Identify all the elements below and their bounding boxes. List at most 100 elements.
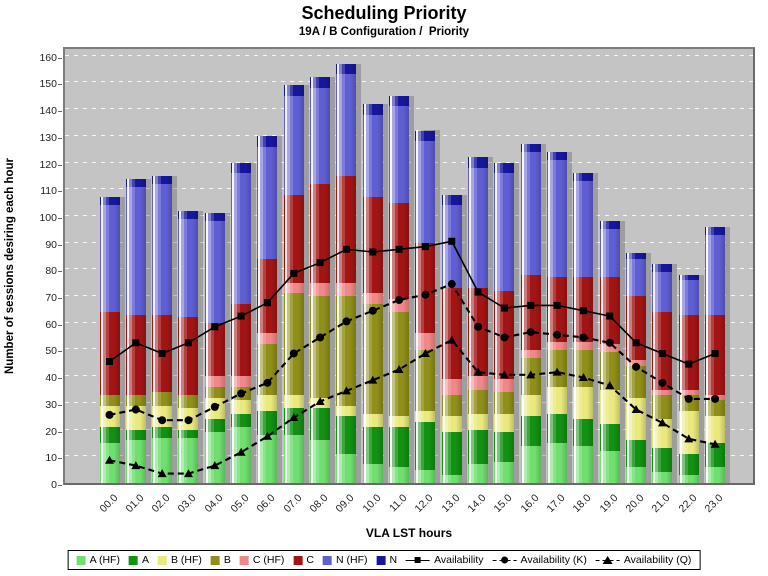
gridline-150	[65, 81, 753, 83]
segment-c-09.0	[336, 175, 357, 283]
segment-c-02.0	[152, 314, 173, 393]
segment-nhf-08.0	[310, 87, 331, 184]
segment-chf-07.0	[283, 282, 304, 294]
segment-b-10.0	[362, 304, 383, 414]
segment-c-06.0	[257, 258, 278, 334]
legend-label: C (HF)	[252, 554, 285, 566]
segment-ahf-03.0	[178, 437, 199, 483]
segment-b-14.0	[468, 389, 489, 414]
segment-n-00.0	[99, 197, 120, 206]
segment-c-13.0	[441, 288, 462, 379]
segment-bhf-20.0	[626, 397, 647, 441]
legend-item-availabilityq: Availability (Q)	[595, 554, 691, 566]
y-tick-label: 110	[40, 185, 57, 198]
segment-a-23.0	[705, 442, 726, 467]
segment-a-18.0	[573, 418, 594, 446]
segment-n-07.0	[283, 85, 304, 96]
bar-stack-08.0	[310, 77, 331, 483]
bar-stack-18.0	[573, 173, 594, 483]
segment-n-23.0	[705, 226, 726, 235]
segment-b-02.0	[152, 392, 173, 406]
segment-ahf-19.0	[599, 450, 620, 483]
segment-c-16.0	[520, 274, 541, 350]
segment-a-04.0	[204, 418, 225, 433]
y-tick-label: 120	[39, 158, 57, 171]
y-tick-mark	[58, 191, 62, 193]
y-tick-label: 100	[39, 211, 57, 224]
segment-c-22.0	[678, 314, 699, 390]
segment-b-22.0	[678, 394, 699, 411]
segment-chf-05.0	[231, 376, 252, 387]
legend-label: C	[306, 554, 315, 566]
segment-bhf-16.0	[520, 394, 541, 417]
segment-bhf-01.0	[125, 405, 146, 430]
segment-ahf-00.0	[99, 442, 120, 483]
segment-nhf-00.0	[99, 205, 120, 313]
segment-ahf-15.0	[494, 461, 515, 483]
segment-chf-14.0	[468, 376, 489, 390]
y-tick-label: 80	[45, 265, 57, 278]
segment-c-04.0	[204, 322, 225, 377]
segment-ahf-08.0	[310, 440, 331, 483]
segment-chf-17.0	[547, 341, 568, 350]
y-tick-label: 30	[45, 398, 57, 411]
bar-stack-20.0	[626, 253, 647, 483]
segment-nhf-02.0	[152, 183, 173, 315]
segment-chf-09.0	[336, 282, 357, 297]
segment-b-15.0	[494, 392, 515, 414]
segment-ahf-10.0	[362, 464, 383, 483]
y-axis-label: Number of sessions desiring each hour	[4, 158, 16, 374]
segment-a-00.0	[99, 426, 120, 443]
bar-stack-14.0	[468, 157, 489, 483]
segment-chf-04.0	[204, 376, 225, 387]
x-axis-label: VLA LST hours	[365, 526, 453, 540]
circle-marker-icon	[492, 555, 517, 565]
segment-a-10.0	[362, 426, 383, 465]
segment-bhf-17.0	[547, 386, 568, 414]
y-tick-mark	[58, 164, 62, 166]
segment-c-23.0	[705, 314, 726, 395]
segment-nhf-22.0	[678, 280, 699, 315]
segment-nhf-06.0	[257, 146, 278, 259]
segment-a-05.0	[231, 413, 252, 427]
segment-bhf-15.0	[494, 413, 515, 433]
segment-ahf-13.0	[441, 475, 462, 483]
segment-chf-13.0	[441, 378, 462, 395]
segment-c-11.0	[389, 202, 410, 299]
gridline-160	[65, 54, 753, 56]
segment-ahf-09.0	[336, 453, 357, 483]
segment-bhf-07.0	[283, 394, 304, 409]
segment-a-09.0	[336, 416, 357, 454]
segment-bhf-14.0	[468, 413, 489, 430]
triangle-marker-icon	[595, 555, 620, 565]
segment-bhf-21.0	[652, 418, 673, 449]
segment-nhf-12.0	[415, 141, 436, 243]
segment-b-06.0	[257, 344, 278, 395]
segment-a-06.0	[257, 410, 278, 435]
bar-stack-17.0	[547, 151, 568, 483]
y-tick-label: 40	[45, 372, 57, 385]
segment-n-01.0	[125, 178, 146, 187]
segment-a-15.0	[494, 432, 515, 462]
segment-a-13.0	[441, 432, 462, 475]
segment-b-07.0	[283, 293, 304, 395]
legend-item-ahf: A (HF)	[76, 554, 120, 566]
legend-swatch	[376, 555, 386, 565]
segment-bhf-12.0	[415, 410, 436, 422]
segment-n-02.0	[152, 175, 173, 184]
y-tick-mark	[58, 351, 62, 353]
segment-a-11.0	[389, 426, 410, 467]
legend-swatch	[210, 555, 220, 565]
bar-stack-13.0	[441, 194, 462, 483]
legend-label: Availability	[434, 554, 484, 566]
segment-nhf-10.0	[362, 114, 383, 198]
legend-item-a: A	[128, 554, 149, 566]
segment-b-09.0	[336, 296, 357, 406]
segment-chf-18.0	[573, 341, 594, 350]
segment-n-08.0	[310, 77, 331, 88]
legend-swatch	[157, 555, 167, 565]
segment-nhf-05.0	[231, 173, 252, 305]
bar-stack-01.0	[125, 178, 146, 483]
segment-b-19.0	[599, 352, 620, 390]
